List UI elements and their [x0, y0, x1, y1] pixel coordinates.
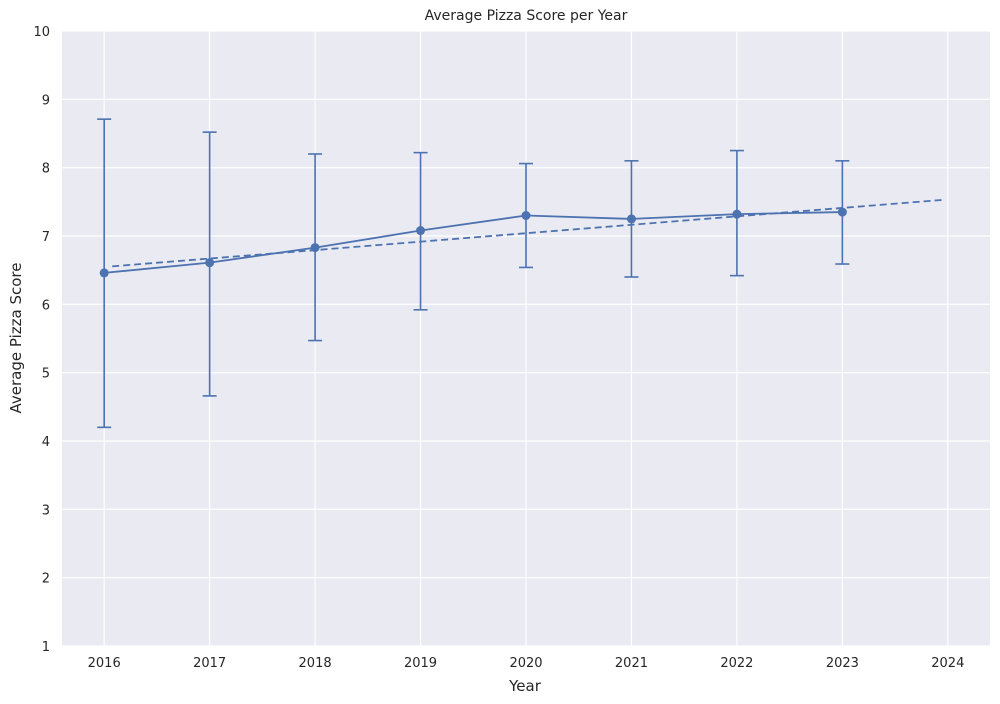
x-tick-label: 2020: [509, 656, 542, 671]
y-tick-label: 7: [42, 230, 50, 245]
x-tick-label: 2019: [404, 656, 437, 671]
y-tick-label: 8: [42, 162, 50, 177]
y-tick-label: 10: [33, 25, 50, 40]
x-tick-label: 2017: [193, 656, 226, 671]
y-tick-label: 6: [42, 298, 50, 313]
trend-line: [112, 198, 944, 268]
y-tick-label: 2: [42, 572, 50, 587]
y-tick-label: 1: [42, 640, 50, 655]
data-point: [626, 214, 636, 224]
y-tick-label: 9: [42, 93, 50, 108]
chart-title: Average Pizza Score per Year: [425, 8, 628, 24]
x-tick-label: 2016: [88, 656, 121, 671]
x-tick-label: 2024: [931, 656, 964, 671]
x-tick-label: 2022: [720, 656, 753, 671]
y-tick-labels: 1 2 3 4 5 6 7 8 9 10: [33, 25, 50, 655]
data-point: [732, 209, 742, 219]
x-axis-label: Year: [508, 677, 542, 695]
y-tick-label: 4: [42, 435, 50, 450]
data-point: [521, 211, 531, 220]
x-tick-label: 2018: [299, 656, 332, 671]
y-tick-label: 3: [42, 503, 50, 518]
data-point: [837, 207, 847, 217]
data-line: [99, 207, 847, 278]
x-tick-label: 2023: [826, 656, 859, 671]
x-tick-labels: 2016 2017 2018 2019 2020 2021 2022 2023 2024: [88, 656, 965, 671]
data-point: [205, 258, 215, 268]
data-point: [99, 268, 109, 278]
y-axis-label: Average Pizza Score: [7, 263, 25, 414]
x-tick-label: 2021: [615, 656, 648, 671]
y-tick-label: 5: [42, 367, 50, 382]
data-point: [416, 226, 426, 236]
data-point: [310, 243, 320, 253]
